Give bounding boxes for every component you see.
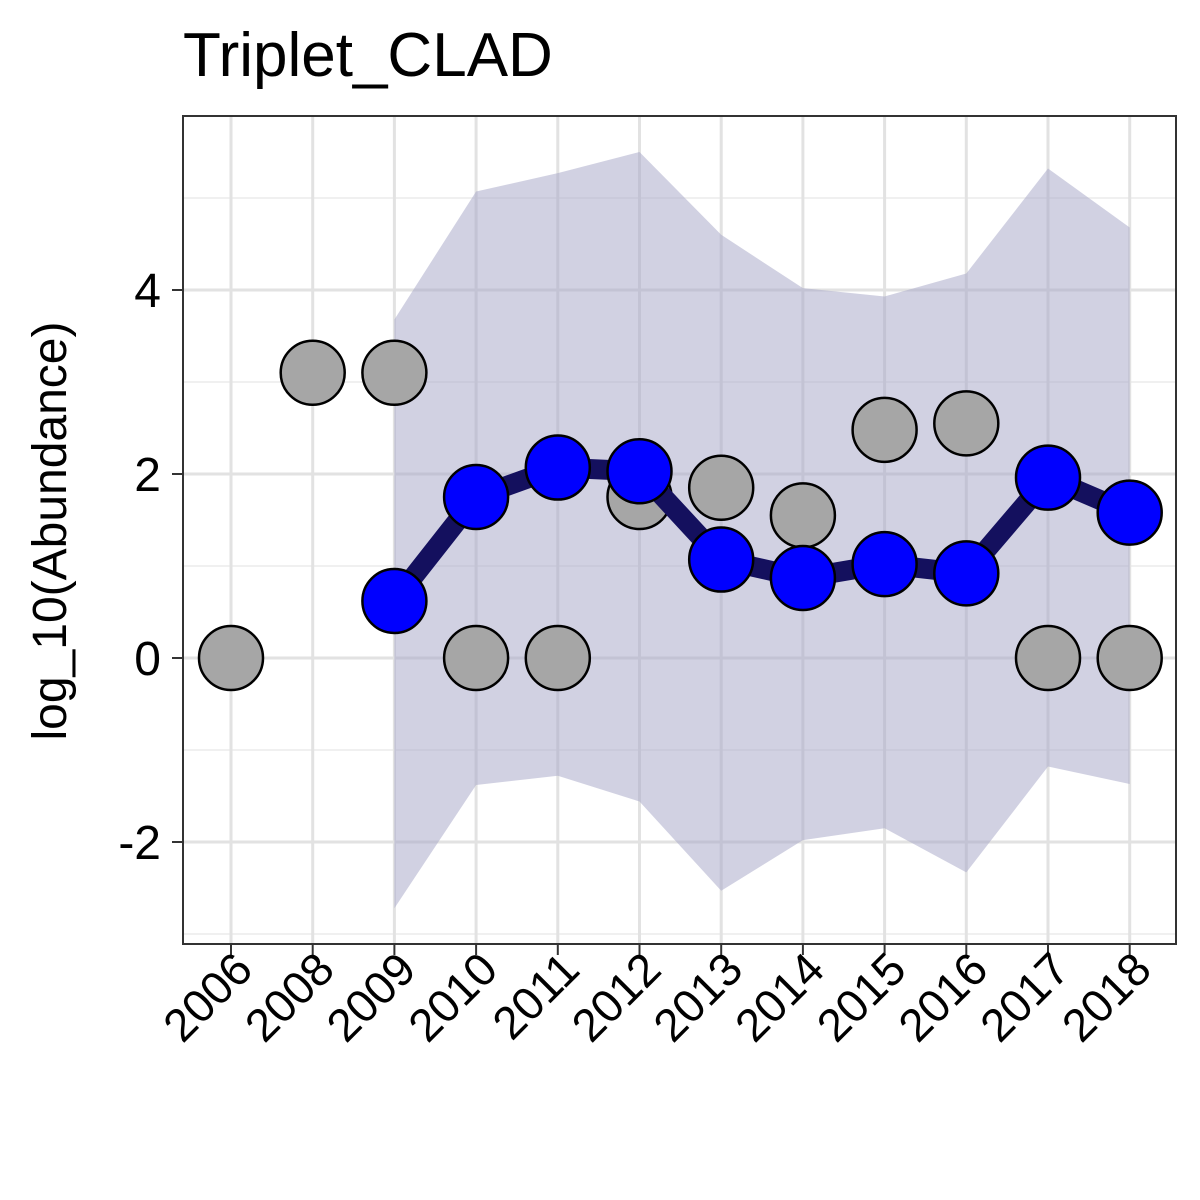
fitted-point-2017 [1014, 444, 1082, 511]
fitted-point-2012 [606, 437, 673, 505]
observed-point-2011 [524, 624, 592, 692]
x-tick-label: 2018 [1052, 942, 1161, 1051]
fitted-point-2016 [933, 540, 1000, 607]
x-tick-label: 2016 [888, 942, 997, 1051]
fitted-line [384, 457, 1140, 611]
fitted-point-2014 [769, 544, 837, 612]
x-tick-label: 2013 [643, 942, 752, 1051]
x-tick-label: 2009 [316, 942, 425, 1051]
observed-point-2018 [1096, 624, 1163, 692]
fitted-point-2010 [442, 463, 510, 531]
x-tick-label: 2015 [807, 942, 916, 1051]
observed-point-2014 [769, 482, 837, 549]
fitted-point-2011 [524, 434, 592, 501]
observed-point-2010 [442, 624, 510, 692]
y-tick-label: -2 [118, 817, 161, 870]
y-axis-label: log_10(Abundance) [24, 322, 77, 741]
observed-point-2015 [851, 396, 918, 464]
x-tick-label: 2011 [482, 942, 589, 1049]
x-tick-label: 2012 [561, 942, 670, 1051]
fitted-point-2009 [361, 567, 428, 635]
x-tick-label: 2010 [398, 942, 507, 1051]
x-tick-label: 2017 [970, 942, 1079, 1051]
observed-point-2006 [197, 624, 265, 692]
y-tick-label: 4 [134, 265, 161, 318]
x-tick-label: 2014 [725, 942, 834, 1051]
chart-title: Triplet_CLAD [183, 21, 553, 90]
observed-point-2017 [1014, 624, 1082, 692]
fitted-point-2018 [1096, 479, 1163, 546]
fitted-point-2013 [687, 526, 755, 593]
plot-area: -202420062008200920102011201220132014201… [118, 115, 1177, 1051]
observed-point-2008 [279, 339, 346, 407]
confidence-band [394, 152, 1130, 909]
panel-border [182, 115, 1177, 945]
y-tick-label: 2 [134, 449, 161, 502]
x-tick-label: 2006 [153, 942, 262, 1051]
observed-point-2009 [361, 339, 428, 407]
x-tick-label: 2008 [235, 942, 344, 1051]
observed-point-2013 [687, 454, 755, 522]
y-tick-label: 0 [134, 633, 161, 686]
fitted-point-2015 [851, 530, 918, 598]
observed-point-2016 [933, 390, 1000, 457]
